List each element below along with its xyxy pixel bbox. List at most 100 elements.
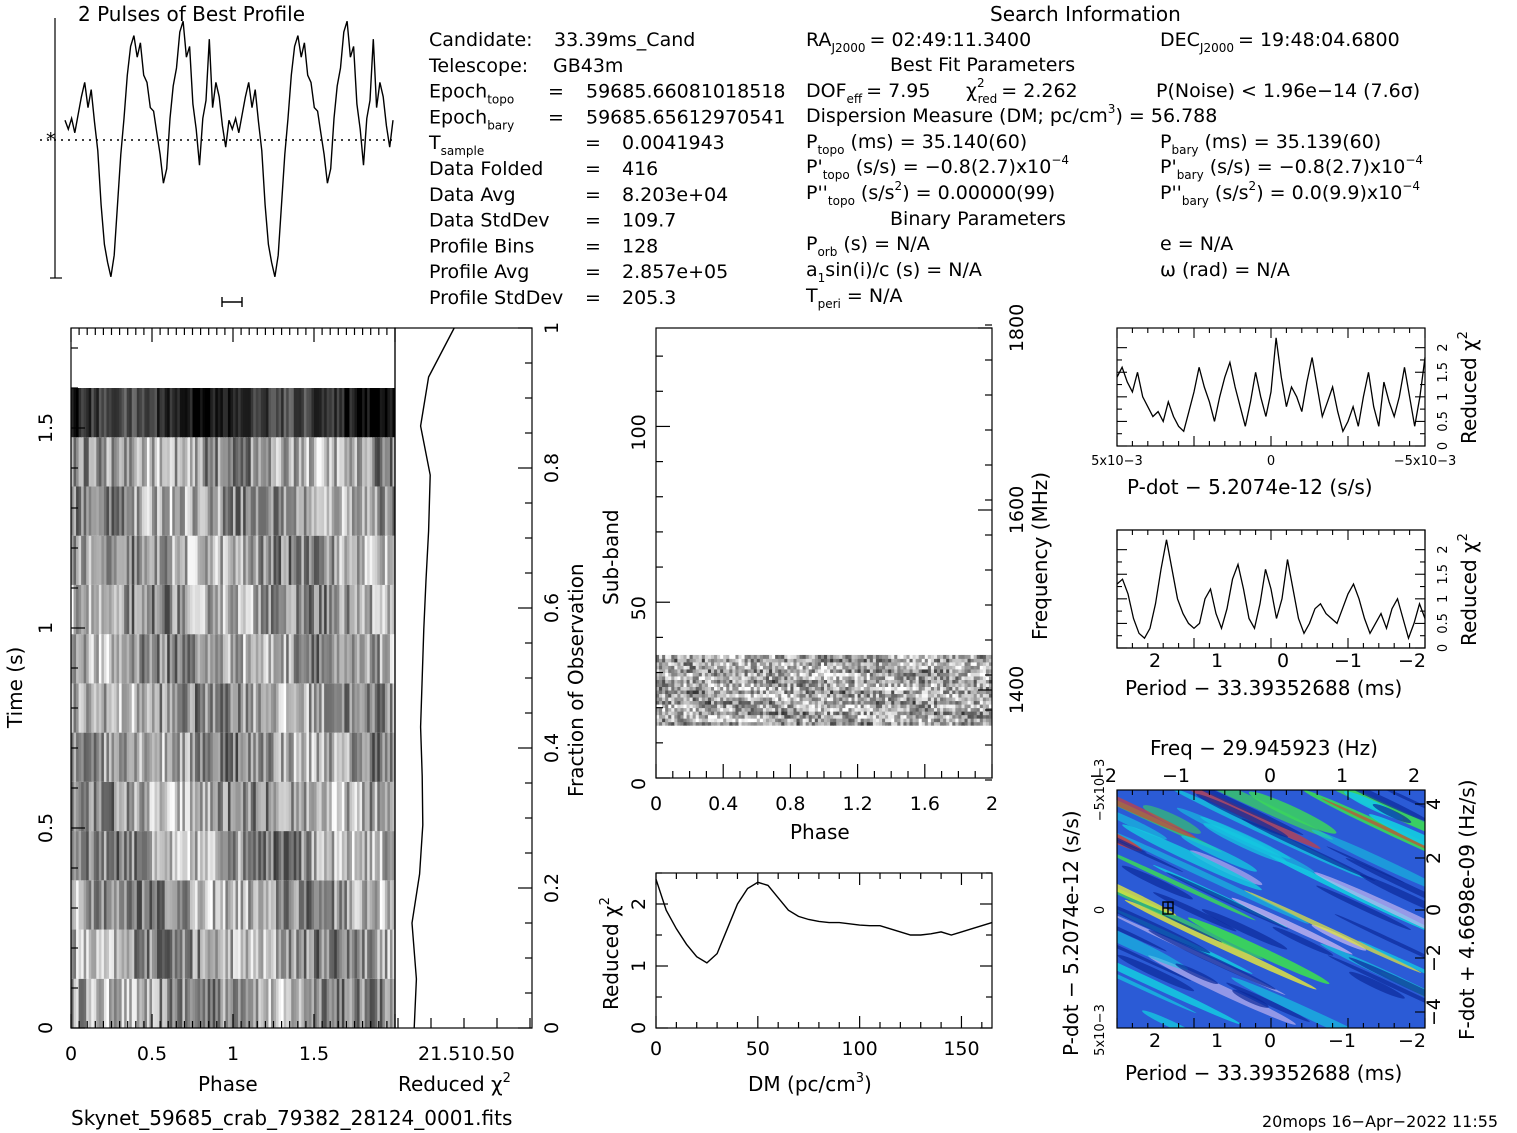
subband-cell [833,707,837,712]
time-phase-cell [286,535,290,585]
subband-cell [897,683,901,687]
subband-cell [933,669,938,673]
time-phase-cell [372,584,376,635]
time-phase-cell [283,486,287,536]
subband-cell [793,672,797,677]
time-phase-cell [382,437,386,487]
subband-cell [729,711,733,716]
time-phase-cell [296,732,300,782]
subband-cell [793,693,797,698]
subband-cell [750,683,755,687]
subband-cell [872,676,877,680]
time-phase-cell [250,388,254,438]
subband-cell [903,683,907,687]
subband-cell [796,714,801,719]
time-phase-cell [298,535,302,585]
subband-cell [659,693,663,698]
subband-cell [921,686,926,691]
subband-cell [830,704,834,709]
subband-cell [769,661,773,666]
x-tick-label: 2 [1149,1030,1161,1052]
time-phase-cell [164,831,168,881]
time-phase-cell [210,584,214,635]
info-label: Epochtopo [429,81,514,107]
time-phase-cell [374,831,378,881]
time-phase-cell [311,584,315,635]
time-phase-cell [240,683,244,733]
y-tick-label: 0.5 [1436,411,1451,432]
subband-cell [793,700,797,705]
subband-cell [827,714,831,719]
subband-cell [659,714,663,719]
subband-cell [875,714,880,719]
subband-cell [949,714,953,719]
subband-cell [717,658,721,663]
subband-cell [671,654,675,659]
time-phase-cell [351,732,356,782]
subband-cell [927,700,932,705]
subband-cell [894,686,898,691]
time-phase-cell [278,535,282,585]
time-phase-cell [243,732,247,782]
time-phase-cell [387,732,391,782]
time-phase-cell [243,929,247,979]
time-phase-cell [379,486,383,536]
subband-cell [750,704,755,709]
subband-cell [866,711,871,716]
subband-cell [860,707,865,712]
subband-cell [689,686,694,691]
subband-cell [762,721,767,726]
subband-cell [723,658,727,663]
subband-cell [707,711,712,716]
time-phase-cell [108,634,113,684]
time-phase-cell [324,831,328,881]
subband-cell [775,707,779,712]
subband-cell [671,700,675,705]
subband-cell [952,669,956,673]
subband-cell [894,721,898,726]
time-phase-cell [220,880,224,930]
subband-cell [878,690,883,695]
y-tick-label: 0 [1436,442,1451,450]
subband-cell [866,658,871,663]
subband-cell [674,676,678,680]
subband-cell [799,658,804,663]
subband-cell [753,721,758,726]
time-phase-cell [103,831,108,881]
time-phase-cell [184,929,189,979]
subband-cell [784,665,788,670]
time-phase-cell [134,978,138,1028]
time-phase-cell [76,880,80,930]
top-tick-label: 1 [1336,765,1348,787]
time-phase-cell [329,831,333,881]
subband-cell [961,683,965,687]
subband-cell [762,718,767,723]
subband-cell [820,654,825,659]
subband-cell [903,718,907,723]
subband-cell [930,721,935,726]
subband-cell [781,683,785,687]
time-phase-cell [291,634,295,684]
subband-cell [891,661,895,666]
time-phase-cell [286,781,290,832]
time-phase-cell [260,978,264,1028]
subband-cell [723,704,727,709]
subband-cell [769,721,773,726]
subband-cell [909,665,914,670]
time-phase-cell [174,388,178,438]
time-phase-cell [172,388,176,438]
time-phase-cell [179,486,183,536]
time-phase-cell [131,535,135,585]
subband-cell [961,665,965,670]
subband-cell [744,658,749,663]
subband-cell [692,654,697,659]
subband-cell [961,658,965,663]
time-phase-cell [146,584,151,635]
subband-cell [677,718,681,723]
subband-cell [888,714,892,719]
subband-cell [674,669,678,673]
subband-cell [976,676,981,680]
x-tick-label: 0 [650,793,662,815]
x-tick-label: −5x10−3 [1394,454,1457,469]
time-phase-cell [164,634,168,684]
